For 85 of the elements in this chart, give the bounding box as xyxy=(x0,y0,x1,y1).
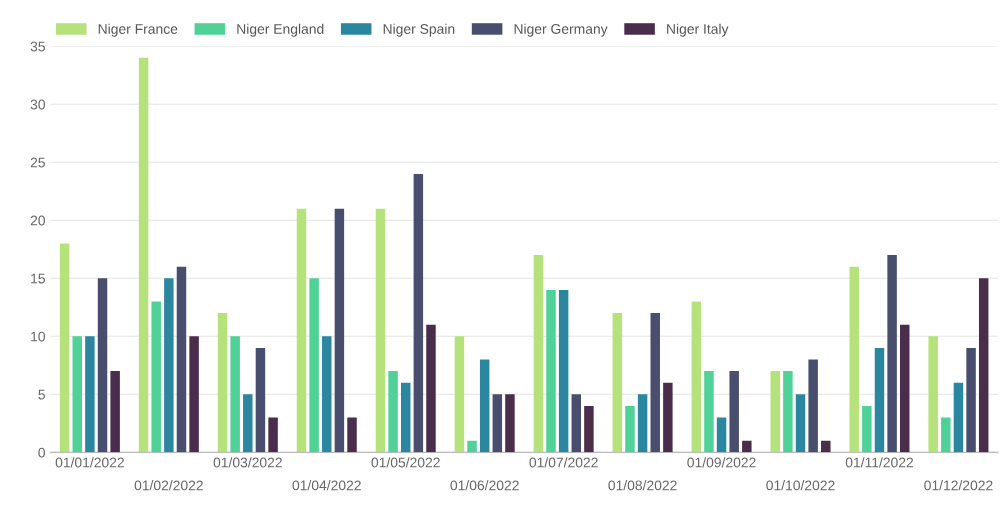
bar xyxy=(479,359,490,453)
y-tick-label: 30 xyxy=(30,99,45,110)
bar xyxy=(729,371,739,453)
legend-label: Niger France xyxy=(98,23,178,37)
x-tick-label: 01/02/2022 xyxy=(134,480,203,491)
bar xyxy=(742,440,752,453)
bar xyxy=(138,57,149,453)
bar xyxy=(928,336,938,453)
bar xyxy=(268,417,278,453)
legend-label: Niger England xyxy=(237,23,324,37)
bar xyxy=(426,324,436,453)
y-tick-label: 0 xyxy=(38,447,45,458)
bar xyxy=(978,278,989,453)
bar xyxy=(375,208,386,453)
x-tick-label: 01/09/2022 xyxy=(687,457,756,468)
y-tick-label: 25 xyxy=(30,157,45,168)
y-tick-label: 10 xyxy=(31,331,45,342)
bar xyxy=(59,243,70,453)
bar xyxy=(97,278,108,453)
bar xyxy=(821,440,831,453)
y-tick-label: 15 xyxy=(31,273,45,284)
bar xyxy=(953,382,964,453)
bar xyxy=(388,371,398,453)
x-tick-label: 01/06/2022 xyxy=(450,480,519,491)
bar xyxy=(716,417,727,453)
bar xyxy=(584,405,594,453)
bar xyxy=(704,371,714,453)
bar xyxy=(243,394,253,453)
bar xyxy=(862,405,872,453)
legend-label: Niger Germany xyxy=(514,23,608,37)
bar xyxy=(783,371,793,453)
bar xyxy=(85,336,95,453)
bar xyxy=(637,394,648,453)
x-tick-label: 01/05/2022 xyxy=(371,457,440,468)
bar xyxy=(413,173,424,453)
bar xyxy=(571,394,582,453)
x-tick-label: 01/01/2022 xyxy=(55,457,124,468)
bar xyxy=(795,394,806,453)
bar xyxy=(189,336,199,453)
bar xyxy=(151,301,161,453)
bar xyxy=(347,417,357,453)
x-tick-label: 01/07/2022 xyxy=(529,457,598,468)
bar xyxy=(558,289,569,453)
bar xyxy=(941,417,951,453)
bar xyxy=(255,347,266,453)
legend-label: Niger Italy xyxy=(667,23,729,37)
bar xyxy=(887,255,897,453)
bar xyxy=(454,336,465,453)
bar xyxy=(612,313,623,453)
x-tick-label: 01/11/2022 xyxy=(845,457,914,468)
bar xyxy=(546,289,556,453)
bar xyxy=(110,371,120,453)
y-tick-label: 5 xyxy=(38,389,45,400)
x-tick-label: 01/12/2022 xyxy=(924,480,993,491)
bar xyxy=(663,382,673,453)
bar xyxy=(400,382,411,453)
bar xyxy=(966,347,976,453)
x-tick-label: 01/04/2022 xyxy=(292,480,361,491)
bar xyxy=(467,440,477,453)
bar xyxy=(650,313,660,453)
bar xyxy=(164,278,174,453)
bar xyxy=(874,347,885,453)
bar xyxy=(334,208,345,453)
legend-label: Niger Spain xyxy=(383,23,455,37)
x-tick-label: 01/08/2022 xyxy=(608,480,677,491)
bar xyxy=(492,394,503,453)
y-tick-label: 35 xyxy=(30,41,45,52)
bar xyxy=(296,208,307,453)
bar xyxy=(230,336,240,453)
bar xyxy=(72,336,82,453)
bar xyxy=(309,278,319,453)
bar xyxy=(625,405,635,453)
bar xyxy=(900,324,910,453)
bar xyxy=(808,359,818,453)
bar xyxy=(691,301,702,453)
bar xyxy=(770,371,780,453)
bar xyxy=(505,394,515,453)
bar xyxy=(533,255,544,453)
bar xyxy=(217,313,228,453)
x-tick-label: 01/10/2022 xyxy=(766,480,835,491)
bar xyxy=(322,336,332,453)
y-tick-label: 20 xyxy=(30,215,45,226)
bar xyxy=(849,266,859,453)
bar xyxy=(176,266,187,453)
x-tick-label: 01/03/2022 xyxy=(213,457,282,468)
